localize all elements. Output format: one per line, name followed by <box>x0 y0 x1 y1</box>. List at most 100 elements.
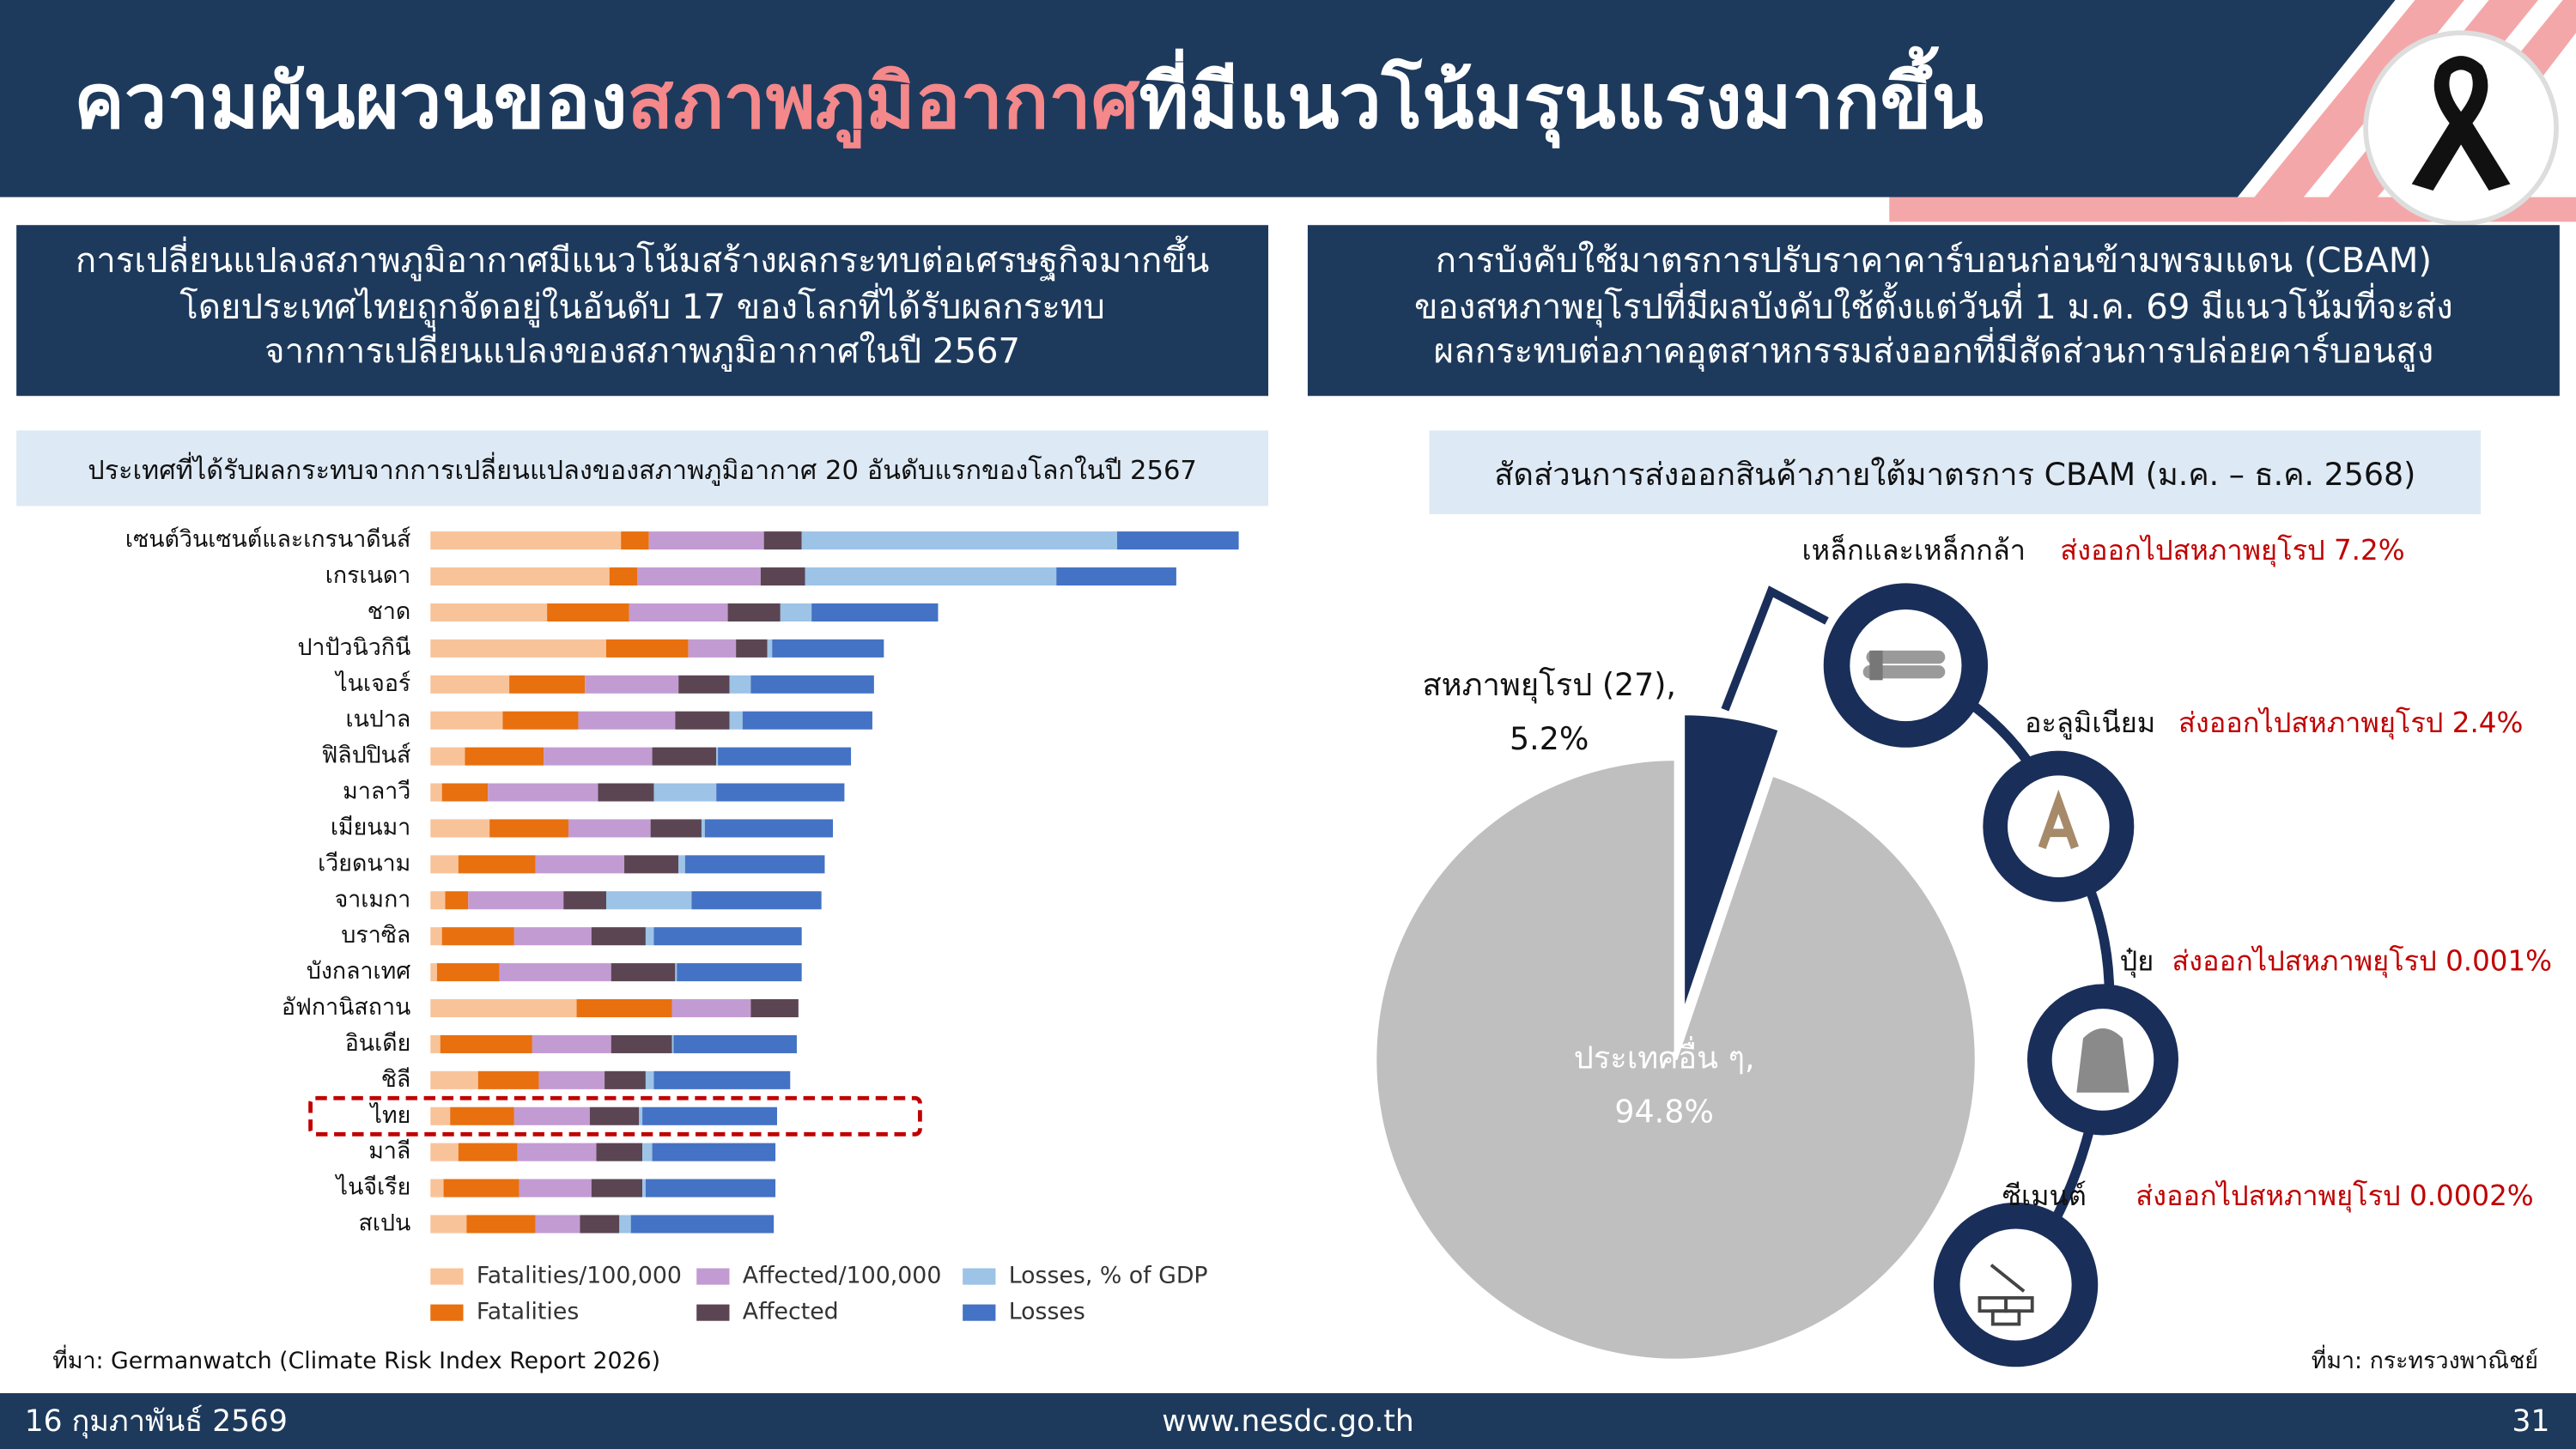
page-number: 31 <box>2512 1404 2550 1439</box>
category-label: สเปน <box>359 1210 411 1236</box>
bar-segment <box>430 1179 444 1197</box>
bar-segment <box>465 747 544 766</box>
bar-segment <box>675 963 677 982</box>
bar-segment <box>684 855 825 874</box>
category-label: ชิลี <box>381 1066 411 1093</box>
category-label: เซนต์วินเซนต์และเกรนาดีนส์ <box>125 526 410 553</box>
bar-segment <box>653 783 717 802</box>
bar-segment <box>430 1070 478 1089</box>
header-decoration <box>0 0 2576 227</box>
bar-segment <box>642 1143 653 1161</box>
bar-segment <box>458 855 536 874</box>
category-label: ฟิลิปปินส์ <box>321 743 410 769</box>
bar-segment <box>430 819 490 838</box>
bar-segment <box>441 783 489 802</box>
bar-segment <box>750 675 874 694</box>
bar-segment <box>499 963 611 982</box>
bar-segment <box>513 1106 590 1125</box>
bar-segment <box>609 567 638 586</box>
bar-segment <box>509 675 586 694</box>
bar-segment <box>477 1070 539 1089</box>
panel-text: การบังคับใช้มาตรการปรับราคาคาร์บอนก่อนข้… <box>1436 240 2432 281</box>
legend-label: Affected/100,000 <box>743 1263 942 1289</box>
bar-segment <box>718 747 852 766</box>
bar-segment <box>430 531 622 550</box>
bar-segment <box>767 639 773 658</box>
bar-segment <box>513 927 592 946</box>
panel-text: การเปลี่ยนแปลงสภาพภูมิอากาศมีแนวโน้มสร้า… <box>76 235 1209 282</box>
panel-text: จากการเปลี่ยนแปลงของสภาพภูมิอากาศในปี 25… <box>264 326 1020 372</box>
chart-title: สัดส่วนการส่งออกสินค้าภายใต้มาตรการ CBAM… <box>1494 456 2415 493</box>
bar-segment <box>642 1106 777 1125</box>
bar-segment <box>517 1143 597 1161</box>
bar-segment <box>716 747 719 766</box>
footer-url: www.nesdc.go.th <box>1162 1404 1414 1439</box>
title-highlight: สภาพภูมิอากาศ <box>628 57 1140 149</box>
bar-segment <box>430 711 503 730</box>
bar-segment <box>805 567 1057 586</box>
legend-label: Fatalities/100,000 <box>477 1263 682 1289</box>
title-part: ความผันผวนของ <box>74 57 628 145</box>
legend-label: Affected <box>743 1299 839 1325</box>
legend-swatch <box>430 1304 464 1321</box>
bar-segment <box>585 675 679 694</box>
bar-segment <box>430 963 437 982</box>
bar-segment <box>736 639 768 658</box>
bar-segment <box>430 855 459 874</box>
bar-segment <box>727 603 781 622</box>
slice-name: ประเทศอื่น ๆ, <box>1574 1036 1755 1076</box>
product-share: ส่งออกไปสหภาพยุโรป 0.0002% <box>2136 1179 2533 1213</box>
bar-segment <box>688 639 737 658</box>
bar-segment <box>605 639 689 658</box>
bar-segment <box>430 1143 459 1161</box>
bar-segment <box>532 1034 611 1053</box>
legend-label: Fatalities <box>477 1299 579 1325</box>
bar-segment <box>701 819 705 838</box>
footer-date: 16 กุมภาพันธ์ 2569 <box>25 1404 288 1439</box>
bar-segment <box>468 891 564 910</box>
product-name: อะลูมิเนียม <box>2025 706 2155 740</box>
bar-segment <box>675 711 730 730</box>
bar-segment <box>489 819 568 838</box>
bar-segment <box>598 783 654 802</box>
title-part: ที่มีแนวโน้มรุนแรงมากขึ้น <box>1139 45 1984 149</box>
bar-segment <box>605 1070 646 1089</box>
category-label: ชาด <box>368 598 411 625</box>
bar-segment <box>772 639 884 658</box>
bar-segment <box>704 819 834 838</box>
bar-segment <box>430 675 510 694</box>
bar-segment <box>673 1034 797 1053</box>
bar-segment <box>605 891 692 910</box>
bar-segment <box>629 603 728 622</box>
category-label: อินเดีย <box>345 1030 411 1057</box>
bar-segment <box>671 1034 674 1053</box>
bar-segment <box>1117 531 1239 550</box>
bar-segment <box>430 1215 467 1234</box>
panel-text: ของสหภาพยุโรปที่มีผลบังคับใช้ตั้งแต่วันท… <box>1414 282 2453 328</box>
category-label: ไนเจอร์ <box>334 670 410 697</box>
bar-segment <box>619 1215 631 1234</box>
bar-segment <box>645 1070 654 1089</box>
bar-segment <box>568 819 651 838</box>
bar-segment <box>430 603 548 622</box>
category-label: เกรเนดา <box>325 562 411 589</box>
bar-segment <box>443 1179 519 1197</box>
legend-swatch <box>430 1268 464 1285</box>
bar-segment <box>430 998 577 1018</box>
source-note: ที่มา: Germanwatch (Climate Risk Index R… <box>52 1344 660 1374</box>
panel-text: โดยประเทศไทยถูกจัดอยู่ในอันดับ 17 ของโลก… <box>179 282 1105 328</box>
bar-segment <box>729 675 751 694</box>
bar-chart: เซนต์วินเซนต์และเกรนาดีนส์เกรเนดาชาดปาปั… <box>125 526 1239 1325</box>
bar-segment <box>630 1215 775 1234</box>
bar-segment <box>671 998 751 1018</box>
bar-segment <box>591 1179 643 1197</box>
chart-title-box <box>16 430 1269 506</box>
bar-segment <box>760 567 805 586</box>
bar-segment <box>430 747 465 766</box>
bar-segment <box>652 747 717 766</box>
bar-segment <box>678 675 730 694</box>
bar-segment <box>596 1143 643 1161</box>
bar-segment <box>750 998 799 1018</box>
bar-segment <box>763 531 802 550</box>
